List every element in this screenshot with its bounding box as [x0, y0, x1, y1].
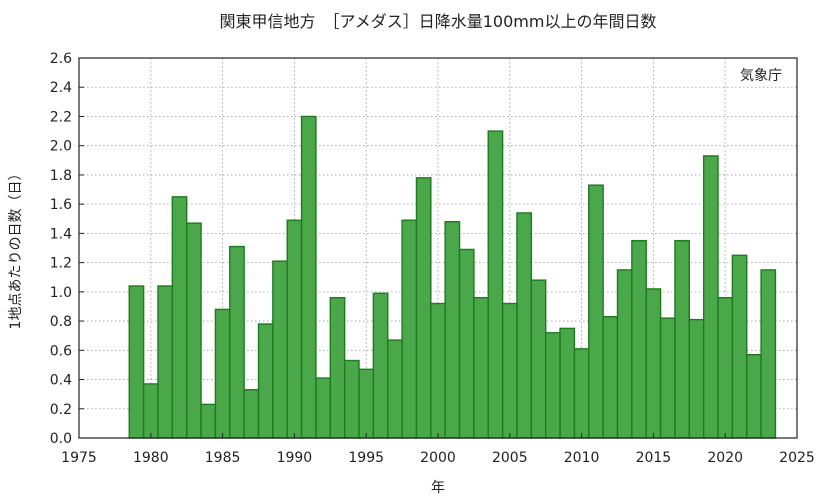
bar-1987 [243, 389, 260, 439]
x-tick-label: 2015 [636, 450, 672, 466]
bar-1993 [329, 296, 346, 439]
bar-1988 [257, 323, 274, 439]
bar-1984 [200, 403, 217, 439]
axis-ticks: 0.0 0.2 0.4 0.6 0.8 1.0 1.2 1.4 1.6 1.8 2.0 2.2 2.4 2… [50, 51, 815, 466]
y-tick-label: 1.0 [50, 285, 72, 301]
y-tick-label: 0.4 [50, 373, 72, 389]
bar-2013 [616, 269, 633, 439]
y-tick-label: 0.8 [50, 314, 72, 330]
y-tick-label: 1.2 [50, 256, 72, 272]
x-tick-label: 2010 [564, 450, 600, 466]
x-tick-label: 2000 [420, 450, 456, 466]
y-axis-label: 1地点あたりの日数（日） [8, 167, 24, 330]
bar-1979 [128, 285, 145, 439]
bar-1981 [157, 285, 174, 439]
bar-1982 [171, 196, 188, 439]
x-tick-label: 1975 [61, 450, 97, 466]
x-tick-label: 1990 [277, 450, 313, 466]
x-tick-label: 2020 [707, 450, 743, 466]
bar-1996 [372, 292, 389, 439]
bar-2019 [702, 155, 719, 439]
x-tick-label: 2005 [492, 450, 528, 466]
bar-2008 [545, 332, 561, 439]
chart-title: 関東甲信地方 ［アメダス］日降水量100mm以上の年間日数 [220, 12, 657, 31]
bar-2012 [602, 315, 619, 439]
y-tick-label: 0.6 [50, 343, 72, 359]
bar-2009 [559, 327, 576, 439]
bar-1989 [272, 260, 288, 439]
source-annotation: 気象庁 [740, 68, 782, 84]
bar-2015 [645, 288, 662, 439]
x-tick-label: 1985 [205, 450, 241, 466]
bar-1985 [214, 308, 231, 439]
bar-2002 [458, 248, 475, 439]
bar-1994 [343, 359, 360, 439]
bar-1983 [185, 222, 202, 439]
x-tick-label: 1980 [133, 450, 169, 466]
x-tick-label: 1995 [348, 450, 384, 466]
bar-1991 [300, 115, 317, 439]
bar-2020 [717, 296, 734, 439]
y-tick-label: 0.0 [50, 431, 72, 447]
bar-2014 [631, 239, 647, 439]
bar-2022 [746, 353, 762, 439]
bar-1986 [229, 245, 245, 439]
bar-2018 [688, 318, 705, 439]
bar-2005 [501, 302, 518, 439]
y-tick-label: 2.2 [50, 109, 72, 125]
bar-2011 [588, 184, 604, 439]
bar-1992 [315, 377, 332, 439]
y-tick-label: 1.8 [50, 168, 72, 184]
y-tick-label: 1.6 [50, 197, 72, 213]
bar-2003 [473, 296, 489, 439]
bar-2006 [516, 212, 533, 439]
x-axis-label: 年 [431, 480, 445, 496]
y-tick-label: 2.4 [50, 80, 72, 96]
bar-2000 [430, 302, 446, 439]
bar-2010 [573, 348, 590, 439]
y-tick-label: 2.0 [50, 139, 72, 155]
x-tick-label: 2025 [779, 450, 815, 466]
bar-1995 [358, 368, 375, 439]
bar-1999 [415, 177, 432, 439]
bar-1997 [387, 339, 403, 439]
bar-1998 [401, 219, 418, 439]
bar-2001 [444, 220, 461, 439]
y-tick-label: 1.4 [50, 226, 72, 242]
bar-2023 [760, 269, 777, 439]
y-tick-label: 2.6 [50, 51, 72, 67]
bar-2016 [659, 317, 676, 439]
bars [128, 115, 777, 439]
bar-1990 [286, 219, 303, 439]
bar-2021 [731, 254, 748, 439]
bar-1980 [142, 383, 159, 439]
y-tick-label: 0.2 [50, 402, 72, 418]
bar-2007 [530, 279, 547, 439]
bar-2017 [674, 239, 691, 439]
bar-2004 [487, 130, 504, 439]
